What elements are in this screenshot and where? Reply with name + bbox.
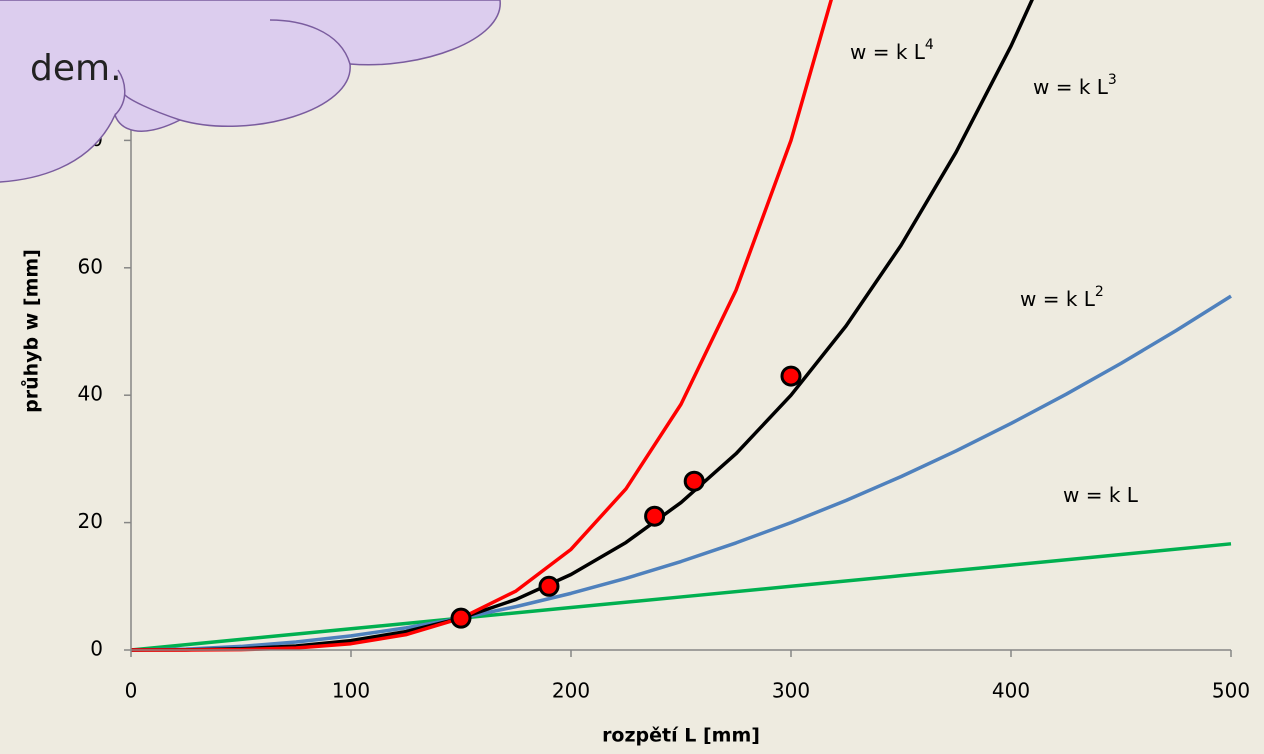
data-point	[683, 470, 705, 492]
y-axis-title: průhyb w [mm]	[20, 249, 43, 413]
curve-label: w = k L4	[850, 37, 934, 64]
curve	[131, 542, 1232, 652]
label-exponent: 4	[925, 37, 934, 53]
curve-label: w = k L3	[1033, 72, 1117, 99]
label-text: w = k L	[1020, 287, 1096, 311]
y-tick-label: 40	[78, 382, 103, 406]
data-point	[538, 575, 560, 597]
cloud-detail	[114, 19, 351, 121]
data-point	[780, 365, 802, 387]
callout-text: dem.	[30, 48, 122, 89]
data-point	[450, 607, 472, 629]
data-point	[644, 505, 666, 527]
curve	[131, 294, 1232, 652]
y-tick-label: 60	[78, 254, 103, 278]
x-tick-label: 500	[1212, 679, 1250, 703]
cloud-callout	[0, 0, 501, 183]
curve-label: w = k L2	[1020, 284, 1104, 311]
x-tick-label: 300	[772, 679, 810, 703]
x-tick-label: 200	[552, 679, 590, 703]
x-tick-label: 100	[332, 679, 370, 703]
x-tick-label: 0	[125, 679, 138, 703]
curve	[131, 0, 1034, 652]
label-text: w = k L	[850, 40, 926, 64]
curve-label: w = k L	[1063, 483, 1139, 507]
y-tick-label: 20	[78, 509, 103, 533]
label-text: w = k L	[1033, 75, 1109, 99]
x-tick-label: 400	[992, 679, 1030, 703]
x-axis-title: rozpětí L [mm]	[602, 725, 760, 747]
label-exponent: 3	[1108, 72, 1117, 88]
label-exponent: 2	[1095, 284, 1104, 300]
y-tick-label: 0	[90, 637, 103, 661]
label-text: w = k L	[1063, 483, 1139, 507]
